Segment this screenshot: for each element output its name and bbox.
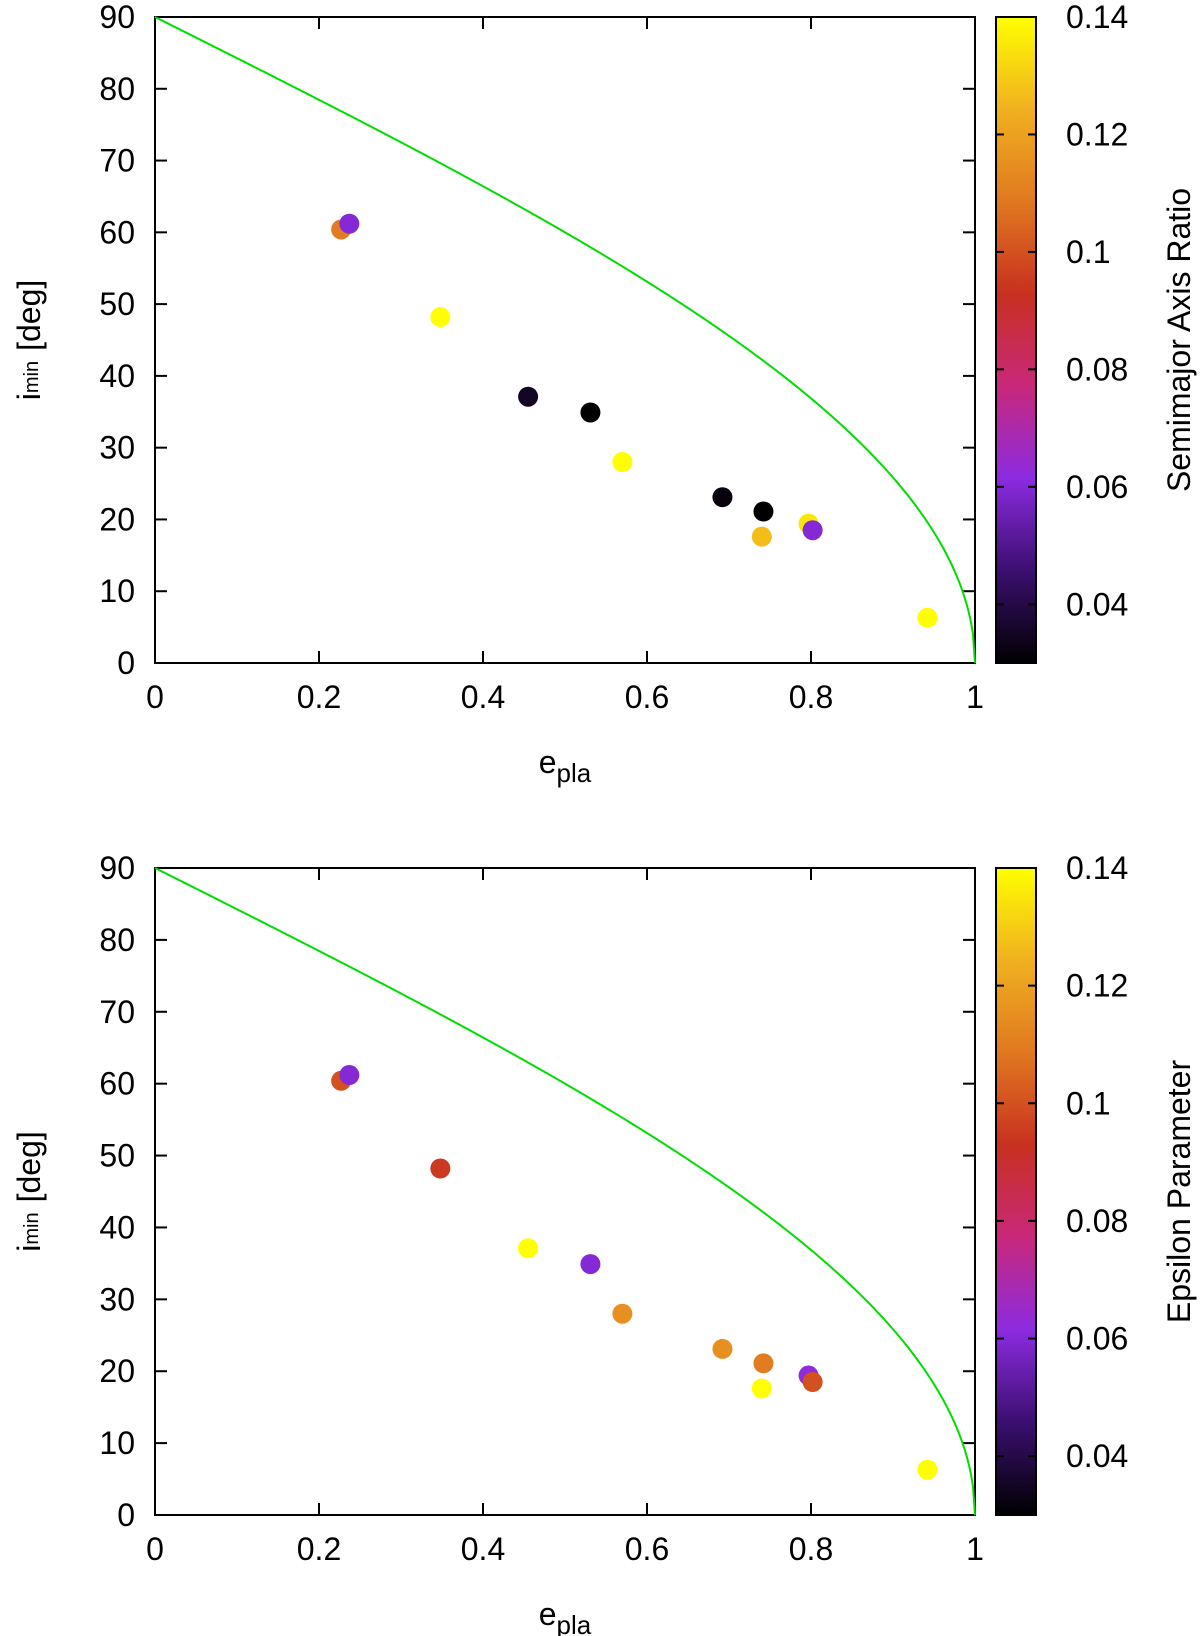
- colorbar-tick-label: 0.04: [1066, 586, 1128, 622]
- colorbar-frame: [995, 867, 1037, 1516]
- data-point: [580, 1254, 601, 1275]
- data-point: [917, 607, 938, 628]
- colorbar-tick-label: 0.12: [1066, 116, 1128, 152]
- y-tick-label: 70: [99, 143, 135, 179]
- data-point: [580, 402, 601, 423]
- y-tick-label: 0: [117, 1497, 135, 1533]
- colorbar-tick-label: 0.06: [1066, 1321, 1128, 1357]
- y-tick-label: 10: [99, 573, 135, 609]
- data-point: [802, 1372, 823, 1393]
- colorbar: [996, 17, 1036, 663]
- y-tick-label: 90: [99, 850, 135, 886]
- data-point: [917, 1459, 938, 1480]
- x-tick-label: 0.2: [297, 1531, 341, 1567]
- y-tick-label: 60: [99, 1066, 135, 1102]
- data-point: [339, 1065, 360, 1086]
- x-tick-label: 0.4: [461, 1531, 505, 1567]
- chart-panel-semimajor-axis-ratio: 0 10 20 30 40 50 60 70 80 90 0 0.2 0.4 0.6 0.8 1 epla imi…: [11, 0, 1197, 788]
- y-tick-label: 60: [99, 214, 135, 250]
- data-point: [751, 1378, 772, 1399]
- colorbar-tick-label: 0.08: [1066, 1203, 1128, 1239]
- x-tick-label: 0: [146, 679, 164, 715]
- y-tick-label: 40: [99, 1209, 135, 1245]
- y-tick-label: 30: [99, 1281, 135, 1317]
- colorbar: [996, 868, 1036, 1515]
- data-point: [612, 452, 633, 473]
- x-axis-label: epla: [539, 744, 592, 788]
- colorbar-tick-label: 0.1: [1066, 234, 1110, 270]
- colorbar-tick-label: 0.08: [1066, 351, 1128, 387]
- data-point: [712, 487, 733, 508]
- y-tick-label: 70: [99, 994, 135, 1030]
- y-tick-label: 50: [99, 286, 135, 322]
- data-point: [612, 1303, 633, 1324]
- data-point: [430, 307, 451, 328]
- data-point: [518, 1238, 539, 1259]
- y-tick-label: 80: [99, 922, 135, 958]
- colorbar-tick-label: 0.06: [1066, 469, 1128, 505]
- data-point: [751, 526, 772, 547]
- y-tick-label: 10: [99, 1425, 135, 1461]
- colorbar-tick-label: 0.12: [1066, 968, 1128, 1004]
- x-tick-label: 1: [966, 679, 984, 715]
- y-tick-label: 20: [99, 1353, 135, 1389]
- colorbar-label: Epsilon Parameter: [1161, 1060, 1197, 1324]
- x-tick-label: 1: [966, 1531, 984, 1567]
- x-tick-label: 0.8: [789, 1531, 833, 1567]
- x-tick-label: 0.6: [625, 679, 669, 715]
- data-point: [753, 501, 774, 522]
- y-tick-label: 0: [117, 645, 135, 681]
- colorbar-frame: [995, 16, 1037, 664]
- data-point: [430, 1158, 451, 1179]
- data-point: [339, 213, 360, 234]
- plot-frame: [154, 16, 976, 664]
- chart-panel-epsilon-parameter: 0 10 20 30 40 50 60 70 80 90 0 0.2 0.4 0.6 0.8 1 epla imi…: [11, 850, 1197, 1636]
- x-tick-label: 0.2: [297, 679, 341, 715]
- data-point: [802, 520, 823, 541]
- colorbar-tick-label: 0.14: [1066, 850, 1128, 886]
- x-tick-label: 0.6: [625, 1531, 669, 1567]
- y-tick-label: 30: [99, 430, 135, 466]
- colorbar-tick-label: 0.1: [1066, 1085, 1110, 1121]
- colorbar-tick-label: 0.04: [1066, 1438, 1128, 1474]
- data-point: [753, 1353, 774, 1374]
- x-axis-label: epla: [539, 1596, 592, 1636]
- colorbar-label: Semimajor Axis Ratio: [1161, 188, 1197, 492]
- y-axis-label: imin[deg]: [11, 280, 47, 401]
- y-tick-label: 40: [99, 358, 135, 394]
- y-tick-label: 20: [99, 501, 135, 537]
- data-point: [518, 386, 539, 407]
- y-tick-label: 90: [99, 0, 135, 35]
- x-tick-label: 0.4: [461, 679, 505, 715]
- y-tick-label: 80: [99, 71, 135, 107]
- y-tick-label: 50: [99, 1138, 135, 1174]
- plot-frame: [154, 867, 976, 1516]
- x-tick-label: 0.8: [789, 679, 833, 715]
- min-inclination-curve: [154, 867, 976, 1516]
- data-point: [712, 1338, 733, 1359]
- colorbar-tick-label: 0.14: [1066, 0, 1128, 35]
- y-axis-label: imin[deg]: [11, 1131, 47, 1252]
- x-tick-label: 0: [146, 1531, 164, 1567]
- min-inclination-curve: [154, 16, 976, 664]
